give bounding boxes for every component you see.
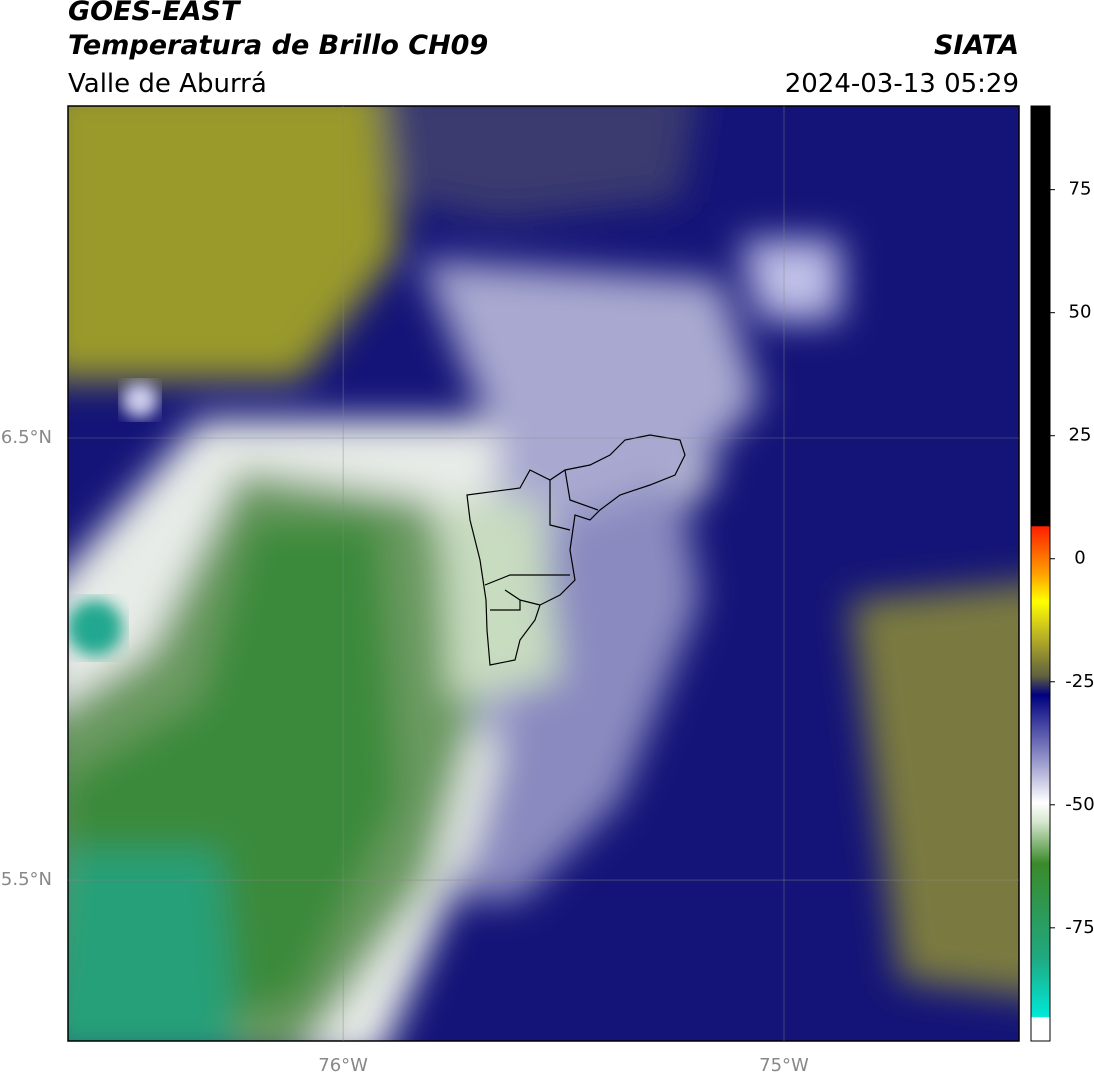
title: Temperatura de Brillo CH09 — [68, 30, 488, 61]
satellite: GOES-EAST — [68, 0, 242, 27]
source: SIATA — [934, 30, 1019, 61]
datetime: 2024-03-13 05:29 — [785, 69, 1019, 99]
lat-tick-label: 6.5°N — [1, 427, 52, 448]
municipal-boundaries — [466, 434, 686, 666]
colorbar-tick-label: 75 — [1069, 179, 1092, 200]
region: Valle de Aburrá — [68, 69, 267, 99]
colorbar-tick-label: -25 — [1065, 671, 1094, 692]
satellite-image — [68, 106, 1019, 1041]
colorbar-tick-label: -75 — [1065, 917, 1094, 938]
lat-tick-label: 5.5°N — [1, 869, 52, 890]
colorbar-tick-label: 50 — [1069, 302, 1092, 323]
lon-tick-label: 75°W — [759, 1055, 809, 1076]
map-frame — [67, 105, 1020, 1042]
colorbar-tick-label: 0 — [1074, 548, 1085, 569]
colorbar-tick-label: -50 — [1065, 794, 1094, 815]
colorbar — [1030, 105, 1051, 1042]
lon-tick-label: 76°W — [318, 1055, 368, 1076]
colorbar-tick-label: 25 — [1069, 425, 1092, 446]
